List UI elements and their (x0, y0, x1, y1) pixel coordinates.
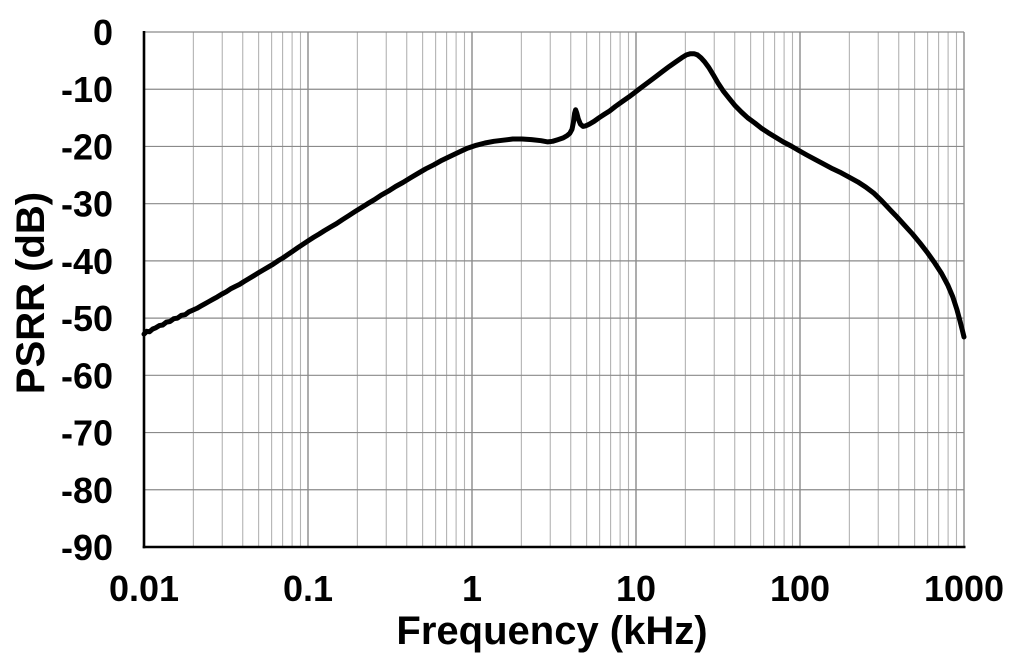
x-tick-label: 1000 (924, 568, 1004, 609)
y-tick-label: -40 (61, 241, 113, 282)
y-tick-label: -30 (61, 184, 113, 225)
y-tick-label: 0 (93, 12, 113, 53)
psrr-curve (141, 51, 967, 340)
tick-labels: 0 -10 -20 -30 -40 -50 -60 -70 -80 -900.01 0.1 1 10 10… (61, 12, 1004, 609)
axis-lines (142, 31, 966, 549)
x-axis-title: Frequency (kHz) (396, 609, 707, 653)
y-tick-label: -80 (61, 470, 113, 511)
psrr-curve-group (141, 51, 967, 340)
x-tick-label: 1 (462, 568, 482, 609)
x-tick-label: 0.01 (109, 568, 179, 609)
gridlines (143, 31, 965, 548)
y-tick-label: -20 (61, 126, 113, 167)
y-tick-label: -50 (61, 298, 113, 339)
y-tick-label: -60 (61, 355, 113, 396)
y-tick-label: -10 (61, 69, 113, 110)
x-tick-label: 10 (616, 568, 656, 609)
x-tick-label: 0.1 (283, 568, 333, 609)
y-tick-label: -90 (61, 527, 113, 568)
y-tick-label: -70 (61, 413, 113, 454)
y-axis-title: PSRR (dB) (9, 192, 53, 394)
x-tick-label: 100 (770, 568, 830, 609)
